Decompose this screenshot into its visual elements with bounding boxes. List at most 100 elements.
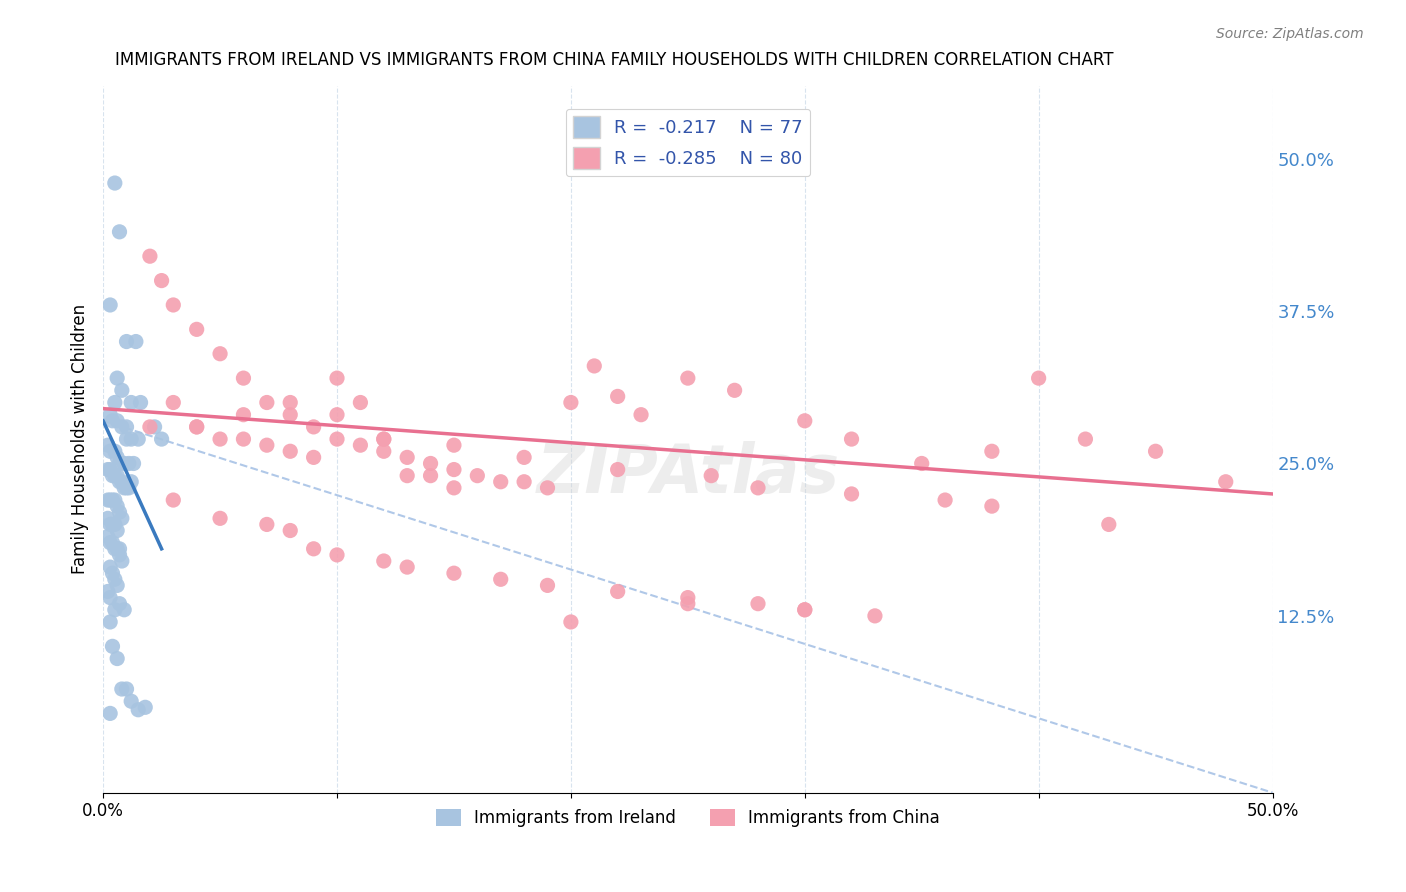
Point — [143, 420, 166, 434]
Point — [349, 438, 371, 452]
Point — [108, 475, 131, 489]
Point — [111, 511, 134, 525]
Point — [302, 420, 325, 434]
Point — [232, 432, 254, 446]
Point — [980, 499, 1002, 513]
Point — [98, 706, 121, 721]
Point — [278, 395, 301, 409]
Point — [489, 475, 512, 489]
Point — [139, 249, 162, 263]
Point — [111, 384, 134, 398]
Point — [105, 371, 128, 385]
Point — [278, 444, 301, 458]
Point — [560, 615, 582, 629]
Point — [747, 597, 769, 611]
Point — [115, 481, 138, 495]
Point — [105, 414, 128, 428]
Point — [209, 511, 232, 525]
Point — [97, 584, 120, 599]
Point — [1144, 444, 1167, 458]
Point — [104, 395, 127, 409]
Point — [560, 395, 582, 409]
Point — [863, 608, 886, 623]
Point — [349, 395, 371, 409]
Point — [150, 432, 173, 446]
Point — [443, 462, 465, 476]
Point — [104, 493, 127, 508]
Point — [98, 408, 121, 422]
Point — [97, 438, 120, 452]
Point — [120, 395, 142, 409]
Point — [118, 457, 141, 471]
Point — [793, 414, 815, 428]
Point — [104, 541, 127, 556]
Point — [676, 591, 699, 605]
Point — [108, 505, 131, 519]
Point — [278, 408, 301, 422]
Point — [111, 420, 134, 434]
Point — [1028, 371, 1050, 385]
Point — [98, 298, 121, 312]
Point — [97, 511, 120, 525]
Point — [127, 703, 149, 717]
Point — [326, 408, 349, 422]
Point — [793, 603, 815, 617]
Point — [583, 359, 606, 373]
Point — [120, 432, 142, 446]
Point — [115, 420, 138, 434]
Point — [129, 395, 152, 409]
Point — [105, 541, 128, 556]
Point — [232, 408, 254, 422]
Point — [98, 462, 121, 476]
Point — [108, 225, 131, 239]
Point — [111, 554, 134, 568]
Point — [127, 432, 149, 446]
Point — [536, 578, 558, 592]
Point — [111, 475, 134, 489]
Point — [911, 457, 934, 471]
Point — [443, 481, 465, 495]
Point — [104, 572, 127, 586]
Point — [443, 566, 465, 581]
Point — [256, 438, 278, 452]
Point — [489, 572, 512, 586]
Point — [256, 517, 278, 532]
Point — [419, 457, 441, 471]
Point — [723, 384, 745, 398]
Point — [841, 432, 863, 446]
Point — [104, 176, 127, 190]
Point — [104, 444, 127, 458]
Point — [101, 414, 124, 428]
Point — [97, 493, 120, 508]
Point — [112, 457, 135, 471]
Point — [98, 591, 121, 605]
Point — [419, 468, 441, 483]
Point — [513, 475, 536, 489]
Point — [443, 438, 465, 452]
Point — [1074, 432, 1097, 446]
Point — [326, 432, 349, 446]
Point — [112, 481, 135, 495]
Point — [98, 615, 121, 629]
Point — [101, 535, 124, 549]
Point — [186, 420, 208, 434]
Point — [934, 493, 956, 508]
Point — [606, 462, 628, 476]
Point — [98, 535, 121, 549]
Point — [186, 420, 208, 434]
Point — [162, 298, 184, 312]
Point — [98, 560, 121, 574]
Point — [105, 499, 128, 513]
Point — [120, 475, 142, 489]
Point — [125, 334, 148, 349]
Point — [278, 524, 301, 538]
Point — [105, 468, 128, 483]
Point — [373, 554, 395, 568]
Point — [122, 457, 145, 471]
Point — [209, 347, 232, 361]
Point — [396, 468, 419, 483]
Point — [256, 395, 278, 409]
Y-axis label: Family Households with Children: Family Households with Children — [72, 304, 89, 574]
Point — [139, 420, 162, 434]
Point — [373, 432, 395, 446]
